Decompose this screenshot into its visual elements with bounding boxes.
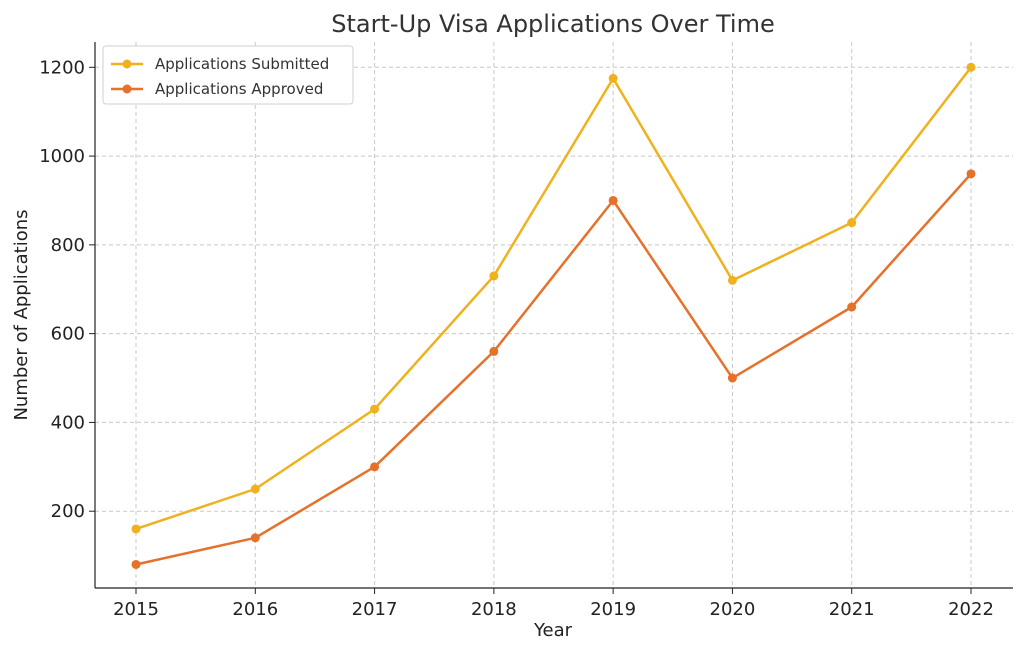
data-point-submitted bbox=[966, 62, 976, 72]
data-point-submitted bbox=[608, 73, 618, 83]
x-axis-ticks: 2015 2016 2017 2018 2019 2020 2021 2022 bbox=[113, 588, 994, 620]
x-axis-label: Year bbox=[533, 620, 573, 641]
legend-label-submitted: Applications Submitted bbox=[155, 55, 329, 73]
data-point-submitted bbox=[370, 404, 380, 414]
legend-label-approved: Applications Approved bbox=[155, 80, 323, 98]
data-point-submitted bbox=[847, 218, 857, 228]
data-point-approved bbox=[727, 373, 737, 383]
data-point-submitted bbox=[250, 484, 260, 494]
legend-marker-approved bbox=[122, 84, 132, 94]
x-tick-label: 2020 bbox=[710, 599, 756, 620]
x-tick-label: 2018 bbox=[471, 599, 517, 620]
x-tick-label: 2015 bbox=[113, 599, 159, 620]
x-tick-label: 2017 bbox=[352, 599, 398, 620]
y-axis-label: Number of Applications bbox=[11, 209, 32, 420]
series-line-approved bbox=[135, 173, 972, 566]
legend-marker-submitted bbox=[122, 59, 132, 69]
legend: Applications Submitted Applications Appr… bbox=[102, 45, 354, 105]
axes bbox=[94, 42, 1013, 589]
x-tick-label: 2022 bbox=[948, 599, 994, 620]
data-point-approved bbox=[131, 559, 141, 569]
x-tick-label: 2021 bbox=[829, 599, 875, 620]
data-point-approved bbox=[966, 169, 976, 179]
data-point-approved bbox=[608, 195, 618, 205]
y-tick-label: 1200 bbox=[39, 57, 85, 78]
data-point-approved bbox=[370, 462, 380, 472]
y-tick-label: 400 bbox=[51, 412, 85, 433]
data-point-approved bbox=[489, 346, 499, 356]
series-line-submitted bbox=[135, 66, 972, 531]
chart-title: Start-Up Visa Applications Over Time bbox=[331, 10, 774, 38]
y-tick-label: 1000 bbox=[39, 146, 85, 167]
data-point-approved bbox=[250, 533, 260, 543]
y-tick-label: 800 bbox=[51, 235, 85, 256]
data-point-submitted bbox=[727, 275, 737, 285]
y-tick-label: 200 bbox=[51, 501, 85, 522]
data-point-submitted bbox=[489, 271, 499, 281]
x-tick-label: 2016 bbox=[232, 599, 278, 620]
x-tick-label: 2019 bbox=[590, 599, 636, 620]
data-point-submitted bbox=[131, 524, 141, 534]
y-tick-label: 600 bbox=[51, 324, 85, 345]
grid-lines bbox=[95, 42, 1013, 588]
legend-box bbox=[102, 45, 354, 105]
y-axis-ticks: 200 400 600 800 1000 1200 bbox=[39, 57, 95, 522]
series-layer bbox=[131, 62, 976, 569]
data-point-approved bbox=[847, 302, 857, 312]
